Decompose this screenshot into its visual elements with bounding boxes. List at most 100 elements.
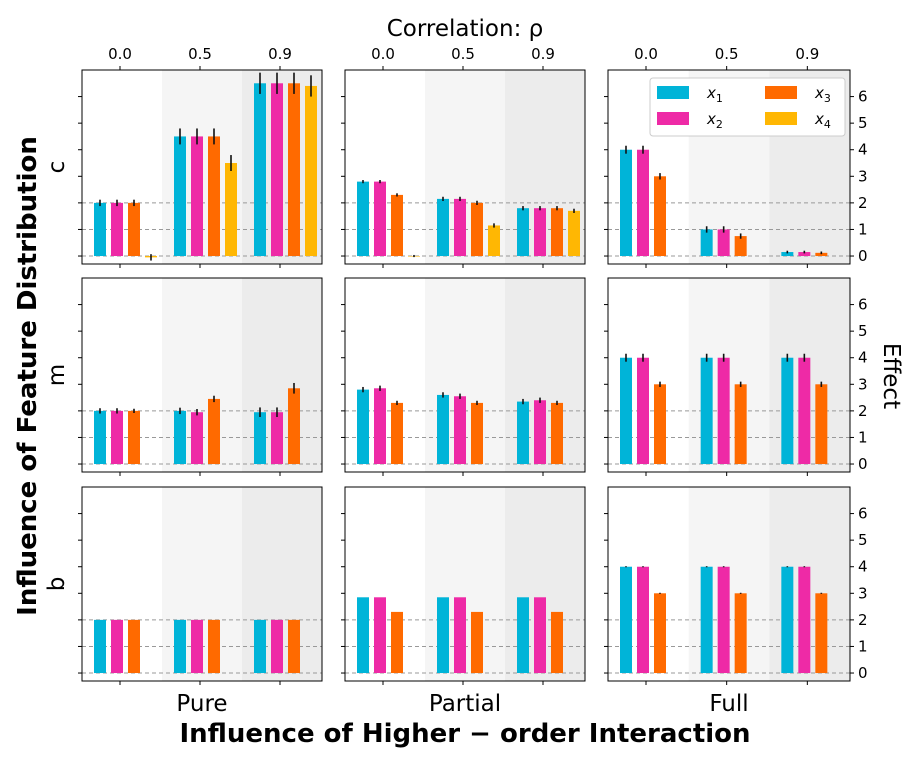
bar <box>174 410 186 465</box>
bar <box>517 208 529 257</box>
y-tick-label: 0 <box>858 455 868 473</box>
bar <box>568 210 580 257</box>
bar <box>798 252 811 257</box>
bar <box>781 357 794 465</box>
bar <box>700 229 713 257</box>
bar <box>288 388 300 465</box>
bar <box>94 202 106 257</box>
column-label: Pure <box>176 691 227 717</box>
bar <box>208 619 220 674</box>
bar <box>454 396 466 465</box>
group-tick-label: 0.0 <box>634 45 658 63</box>
y-tick-label: 6 <box>858 296 868 314</box>
bar <box>391 194 403 257</box>
bar <box>305 85 317 257</box>
panel-frame <box>344 486 586 682</box>
bar <box>271 83 283 257</box>
bar <box>437 198 449 257</box>
legend-label-subscript: 1 <box>716 92 723 105</box>
bar <box>734 593 747 674</box>
panel-frame <box>81 486 323 682</box>
panels: 0.0 0.5 0.9 c 0.0 0.5 0.9 0.0 0.5 0.9 0 1 2 3 4 5 6 m 0 1 2 3… <box>44 45 868 717</box>
bar <box>208 398 220 465</box>
group-tick-label: 0.5 <box>188 45 212 63</box>
y-tick-label: 2 <box>858 611 868 629</box>
bar <box>781 252 794 257</box>
bar <box>620 357 632 465</box>
bar <box>128 410 140 465</box>
y-tick-label: 1 <box>858 428 868 446</box>
column-label: Full <box>709 691 748 717</box>
column-label: Partial <box>429 691 501 717</box>
legend-swatch <box>765 86 797 99</box>
panel-frame <box>607 277 851 473</box>
bar <box>654 176 666 257</box>
bar <box>94 619 106 674</box>
y-tick-label: 4 <box>858 141 868 159</box>
group-tick-label: 0.0 <box>108 45 132 63</box>
bar <box>551 402 563 465</box>
bar <box>781 566 794 674</box>
bar <box>654 593 666 674</box>
row-label: m <box>44 364 70 386</box>
bar <box>620 149 632 257</box>
bar <box>357 181 369 257</box>
bar <box>717 357 730 465</box>
y-tick-label: 2 <box>858 402 868 420</box>
y-tick-label: 3 <box>858 584 868 602</box>
bar <box>391 402 403 465</box>
bar <box>271 619 283 674</box>
bar <box>374 181 386 257</box>
bar <box>620 566 632 674</box>
bar <box>488 225 500 257</box>
bar <box>191 136 203 257</box>
y-tick-label: 1 <box>858 220 868 238</box>
bar <box>208 136 220 257</box>
panel-frame <box>344 277 586 473</box>
y-tick-label: 5 <box>858 531 868 549</box>
bar <box>254 412 266 465</box>
legend-label-subscript: 2 <box>716 118 723 131</box>
bar <box>517 597 529 674</box>
bar <box>815 593 828 674</box>
y-tick-label: 4 <box>858 558 868 576</box>
y-tick-label: 6 <box>858 88 868 106</box>
bar <box>128 619 140 674</box>
y-axis-title-left: Influence of Feature Distribution <box>13 136 43 616</box>
bar <box>128 202 140 257</box>
bar <box>798 357 811 465</box>
bar <box>815 252 828 257</box>
bar <box>454 597 466 674</box>
bar <box>717 566 730 674</box>
panel-frame <box>607 486 851 682</box>
panel-frame <box>607 69 851 265</box>
legend-label-subscript: 4 <box>824 118 831 131</box>
y-tick-label: 2 <box>858 194 868 212</box>
bar <box>517 401 529 465</box>
legend-swatch <box>657 112 689 125</box>
y-tick-label: 1 <box>858 637 868 655</box>
bar <box>717 229 730 257</box>
bar <box>700 357 713 465</box>
row-label: b <box>44 577 70 592</box>
bar <box>174 136 186 257</box>
y-tick-label: 5 <box>858 114 868 132</box>
bar <box>254 83 266 257</box>
bar <box>471 402 483 465</box>
bar <box>654 384 666 465</box>
bar <box>357 389 369 465</box>
bar <box>471 611 483 674</box>
bar <box>798 566 811 674</box>
bar <box>288 619 300 674</box>
y-tick-label: 5 <box>858 322 868 340</box>
bar <box>734 236 747 257</box>
group-tick-label: 0.5 <box>715 45 739 63</box>
bar <box>815 384 828 465</box>
bar <box>191 412 203 465</box>
bar <box>174 619 186 674</box>
group-tick-label: 0.9 <box>795 45 819 63</box>
bar <box>534 400 546 465</box>
y-tick-label: 3 <box>858 167 868 185</box>
group-tick-label: 0.9 <box>531 45 555 63</box>
